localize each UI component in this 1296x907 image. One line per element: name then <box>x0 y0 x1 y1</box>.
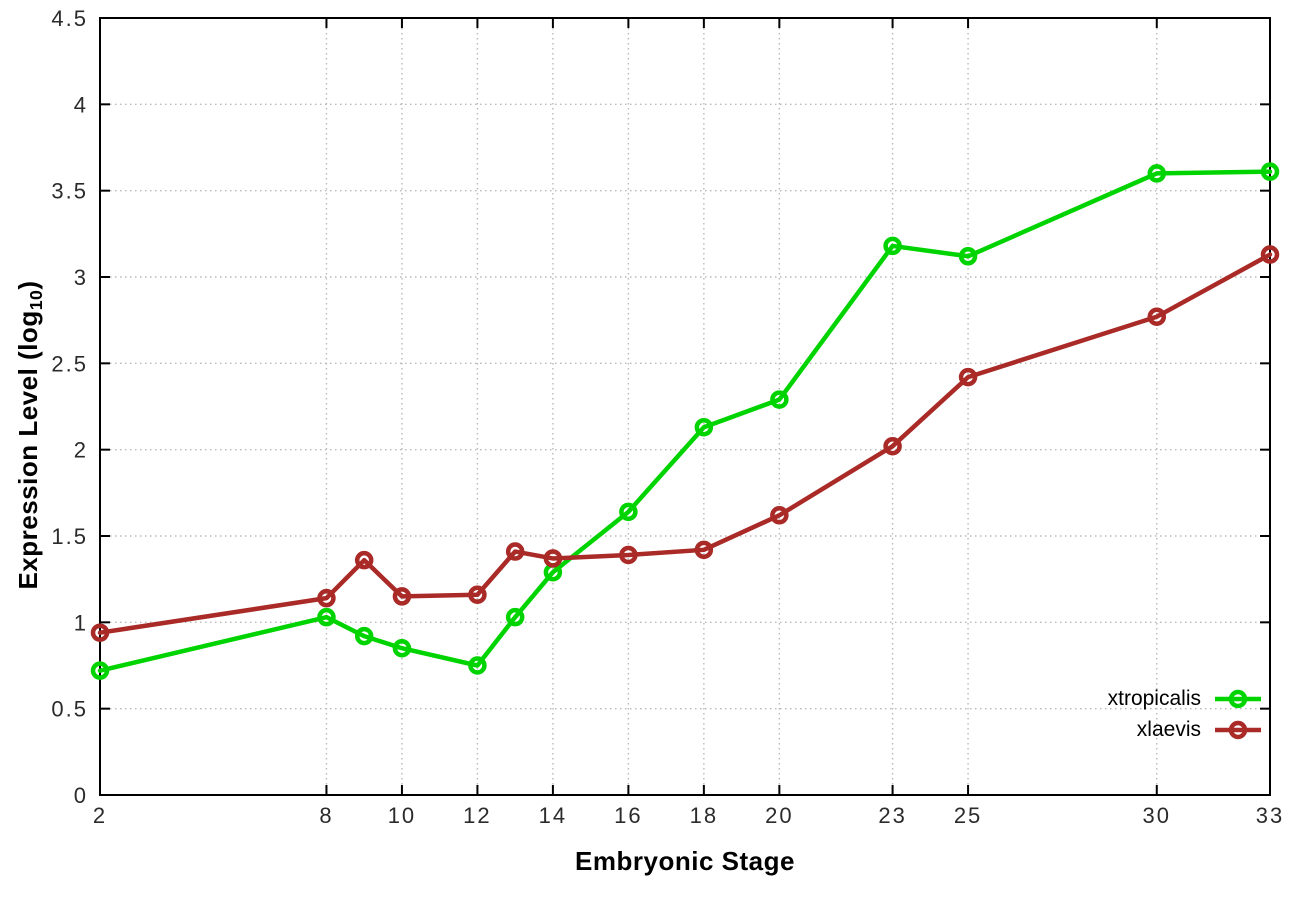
legend: xtropicalis xlaevis <box>1108 687 1263 742</box>
data-point-xlaevis <box>770 506 789 525</box>
data-point-xlaevis <box>468 585 487 604</box>
x-tick-label: 10 <box>388 803 416 828</box>
y-tick-label: 3.5 <box>51 179 88 204</box>
data-point-xtropicalis <box>1147 164 1167 183</box>
data-point-xtropicalis <box>694 417 714 437</box>
data-point-xlaevis <box>392 587 412 606</box>
x-tick-label: 12 <box>463 803 491 828</box>
data-point-xtropicalis <box>958 247 978 266</box>
y-axis-label-subscript: 10 <box>26 289 47 311</box>
x-tick-label: 14 <box>539 803 567 828</box>
data-point-xtropicalis <box>770 390 789 409</box>
x-tick-label: 16 <box>614 803 642 828</box>
x-tick-label: 2 <box>93 803 107 828</box>
data-point-xlaevis <box>1147 307 1167 326</box>
legend-marker-sample-xtropicalis <box>1215 689 1261 709</box>
x-tick-label: 33 <box>1256 803 1284 828</box>
data-point-xlaevis <box>619 545 638 565</box>
legend-item-xlaevis: xlaevis <box>1137 718 1263 742</box>
x-tick-label: 8 <box>319 803 333 828</box>
series-line-xlaevis <box>97 252 1273 635</box>
data-point-xlaevis <box>883 436 902 456</box>
y-axis-label-close-paren: ) <box>12 280 43 290</box>
y-tick-label: 1.5 <box>51 524 88 549</box>
data-point-xtropicalis <box>90 661 110 680</box>
data-point-xtropicalis <box>1260 162 1280 181</box>
legend-label-xlaevis: xlaevis <box>1136 718 1201 741</box>
legend-marker-sample-xlaevis <box>1215 720 1261 740</box>
y-tick-label: 3 <box>74 265 88 290</box>
legend-item-xtropicalis: xtropicalis <box>1108 687 1263 711</box>
data-point-xlaevis <box>90 623 110 642</box>
y-tick-label: 4 <box>74 92 88 117</box>
data-point-xtropicalis <box>883 236 902 256</box>
y-tick-label: 2.5 <box>51 351 88 376</box>
x-tick-label: 18 <box>690 803 718 828</box>
y-axis-label-text: Expression Level (log <box>12 310 43 590</box>
data-point-xlaevis <box>694 540 714 560</box>
data-point-xlaevis <box>505 542 525 561</box>
x-tick-label: 25 <box>954 803 982 828</box>
data-point-xtropicalis <box>468 656 487 675</box>
data-point-xtropicalis <box>619 502 638 522</box>
series-line-xtropicalis <box>97 169 1273 673</box>
legend-label-xtropicalis: xtropicalis <box>1107 687 1201 710</box>
x-axis-label: Embryonic Stage <box>575 846 795 876</box>
data-point-xtropicalis <box>317 607 336 627</box>
data-point-xtropicalis <box>392 638 412 658</box>
y-tick-label: 4.5 <box>51 6 88 31</box>
y-tick-label: 1 <box>74 610 88 635</box>
data-point-xlaevis <box>958 367 978 387</box>
data-point-xtropicalis <box>505 607 525 627</box>
x-tick-label: 23 <box>878 803 906 828</box>
data-point-xlaevis <box>317 588 336 608</box>
x-tick-label: 30 <box>1143 803 1171 828</box>
y-tick-label: 0.5 <box>51 697 88 722</box>
data-point-xlaevis <box>543 549 563 568</box>
y-tick-label: 0 <box>74 783 88 808</box>
data-point-xtropicalis <box>354 626 374 646</box>
plot-border <box>99 17 1271 796</box>
y-tick-label: 2 <box>74 438 88 463</box>
y-axis-label: Expression Level (log10) <box>13 280 47 589</box>
data-point-xlaevis <box>354 550 374 570</box>
data-point-xlaevis <box>1260 245 1280 264</box>
x-tick-label: 20 <box>765 803 793 828</box>
